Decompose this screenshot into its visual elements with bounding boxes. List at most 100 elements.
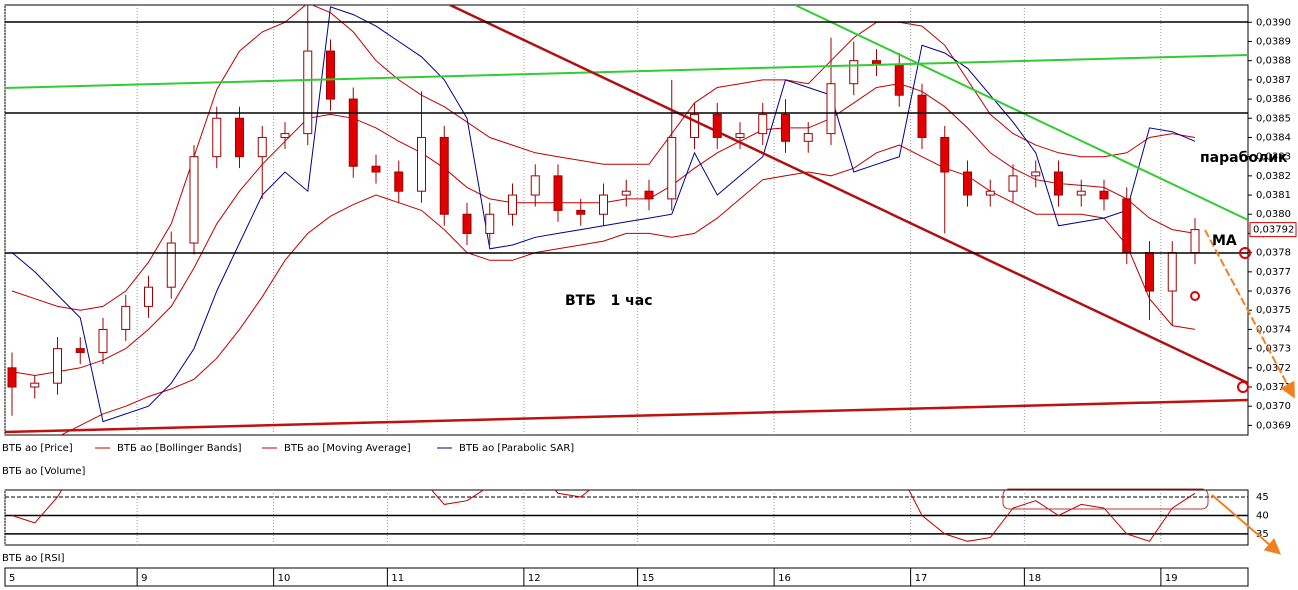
y-tick-label: 0,0389	[1256, 36, 1291, 47]
candle-body	[75, 348, 85, 353]
x-tick-label: 16	[778, 573, 791, 584]
candle-body	[166, 242, 176, 288]
candle-body	[417, 136, 426, 192]
x-tick-label: 10	[278, 573, 291, 584]
y-tick-label: 0,0372	[1256, 363, 1291, 374]
annotation: ВТБ 1 час	[565, 293, 653, 309]
candle-body	[1167, 252, 1177, 292]
candle-body	[1145, 252, 1154, 292]
candle-body	[462, 213, 472, 234]
y-tick-label: 0,0380	[1256, 209, 1291, 220]
y-tick-label: 45	[1256, 492, 1269, 503]
trend-line	[5, 398, 1248, 434]
x-tick-label: 5	[9, 573, 15, 584]
candle-body	[98, 328, 108, 353]
y-tick-label: 0,0384	[1256, 132, 1291, 143]
candle-body	[1122, 198, 1132, 254]
candle-body	[348, 98, 358, 167]
y-tick-label: 40	[1256, 510, 1269, 521]
x-tick-label: 12	[528, 573, 541, 584]
indicator-line	[11, 6, 1196, 423]
candle-body	[917, 94, 927, 138]
panel-title: ВТБ ao [Volume]	[2, 466, 86, 477]
candle-body	[712, 113, 722, 138]
candle-body	[1008, 175, 1018, 192]
y-tick-label: 0,0370	[1256, 401, 1291, 412]
x-tick-label: 15	[642, 573, 655, 584]
y-tick-label: 0,0385	[1256, 113, 1291, 124]
highlight	[1002, 488, 1209, 510]
panel-title: ВТБ ao [RSI]	[2, 553, 65, 564]
marker-circle	[1237, 381, 1249, 393]
y-tick-label: 0,0387	[1256, 75, 1291, 86]
y-tick-label: 0,0382	[1256, 171, 1291, 182]
y-tick-label: 0,0369	[1256, 420, 1291, 431]
rsi-panel	[4, 489, 1249, 546]
candle-body	[439, 136, 449, 215]
candle-body	[530, 175, 540, 196]
candle-body	[553, 175, 563, 211]
indicator-line	[11, 5, 1196, 311]
marker-circle	[1239, 247, 1251, 259]
last-price-label: 0,03792	[1253, 225, 1294, 236]
y-tick-label: 0,0386	[1256, 94, 1291, 105]
x-axis-strip	[4, 567, 1249, 587]
y-tick-label: 0,0377	[1256, 267, 1291, 278]
candle-body	[7, 367, 17, 388]
trend-lines	[5, 5, 1248, 434]
candle-body	[644, 190, 654, 200]
candle-body	[121, 305, 131, 330]
y-tick-label: 35	[1256, 529, 1269, 540]
y-tick-label: 0,0381	[1256, 190, 1291, 201]
x-tick-label: 18	[1028, 573, 1041, 584]
candle-body	[257, 136, 267, 158]
candle-body	[508, 194, 517, 215]
last-price-box	[1249, 222, 1297, 238]
candle-body	[1190, 229, 1200, 254]
candle-body	[803, 133, 813, 142]
candle-body	[576, 209, 586, 215]
x-tick-label: 19	[1165, 573, 1178, 584]
candle-body	[53, 348, 62, 384]
candle-body	[303, 50, 313, 135]
x-tick-label: 9	[141, 573, 147, 584]
candle-body	[690, 113, 699, 138]
candle-body	[212, 117, 222, 158]
candle-body	[189, 156, 199, 244]
y-tick-label: 0,0376	[1256, 286, 1291, 297]
candle-body	[1031, 171, 1041, 177]
plot-area	[7, 5, 1200, 435]
candle-body	[1076, 190, 1086, 196]
arrow	[1204, 229, 1295, 399]
candle-body	[781, 113, 790, 142]
y-tick-label: 0,0375	[1256, 305, 1291, 316]
legend-label: ВТБ ao [Bollinger Bands]	[117, 443, 242, 454]
candle-body	[326, 50, 335, 100]
y-tick-label: 0,0371	[1256, 382, 1291, 393]
marker-circle	[1190, 291, 1200, 301]
arrow	[1211, 494, 1282, 555]
indicator-line	[60, 144, 1196, 435]
candle-body	[758, 113, 768, 135]
candle-body	[735, 133, 745, 138]
legend-label: ВТБ ao [Moving Average]	[284, 443, 411, 454]
candle-body	[849, 60, 859, 85]
annotation: параболик	[1200, 150, 1288, 166]
candle-body	[985, 190, 995, 196]
y-tick-label: 0,0383	[1256, 152, 1291, 163]
candle-body	[621, 190, 631, 196]
candle-body	[280, 133, 290, 138]
candle-body	[826, 83, 836, 135]
y-tick-label: 0,0390	[1256, 17, 1291, 28]
x-tick-label: 11	[391, 573, 404, 584]
candle-body	[371, 165, 381, 173]
candle-body	[894, 64, 904, 96]
candle-body	[1054, 171, 1063, 196]
legend-label: ВТБ ao [Price]	[2, 443, 73, 454]
candle-body	[485, 213, 495, 234]
rsi-line	[11, 490, 1196, 542]
y-tick-label: 0,0378	[1256, 248, 1291, 259]
y-tick-label: 0,0374	[1256, 324, 1291, 335]
